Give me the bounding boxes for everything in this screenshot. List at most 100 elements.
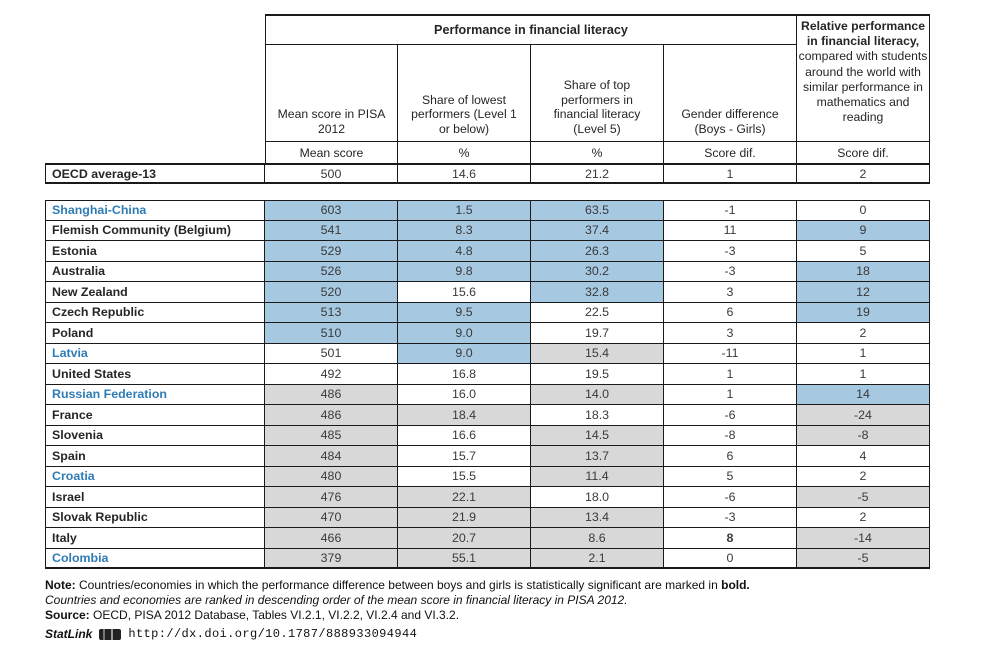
value-cell: 5 [797,241,930,262]
value-cell: 21.9 [398,507,531,528]
value-cell: -6 [664,487,797,508]
value-cell: -8 [797,425,930,446]
value-cell: -5 [797,487,930,508]
source-label: Source: [45,608,90,623]
value-cell: 466 [265,528,398,549]
row-country-label: Shanghai-China [45,200,265,221]
oecd-average-relative: 2 [797,163,930,184]
statlink-icon [99,628,122,640]
oecd-average-top: 21.2 [531,163,664,184]
value-cell: 19.5 [531,364,664,385]
value-cell: 4 [797,446,930,467]
ranking-note-line: Countries and economies are ranked in de… [45,593,628,608]
value-cell: 8.6 [531,528,664,549]
value-cell: -14 [797,528,930,549]
value-cell: 510 [265,323,398,344]
value-cell: 1.5 [398,200,531,221]
value-cell: 15.6 [398,282,531,303]
value-cell: 1 [664,384,797,405]
oecd-average-mean: 500 [265,163,398,184]
value-cell: 513 [265,302,398,323]
value-cell: 486 [265,405,398,426]
row-country-label: Russian Federation [45,384,265,405]
value-cell: 485 [265,425,398,446]
value-cell: 2 [797,323,930,344]
relative-performance-header-rest: compared with students around the world … [798,49,928,125]
row-country-label: United States [45,364,265,385]
value-cell: 13.7 [531,446,664,467]
value-cell: -3 [664,507,797,528]
spacer-row [45,184,930,200]
value-cell: 492 [265,364,398,385]
value-cell: 1 [797,364,930,385]
value-cell: -8 [664,425,797,446]
value-cell: 5 [664,466,797,487]
value-cell: 13.4 [531,507,664,528]
subheader-percent-top: % [531,142,664,163]
value-cell: 3 [664,282,797,303]
row-country-label: New Zealand [45,282,265,303]
figure-notes: Note: Countries/economies in which the p… [45,578,955,642]
row-country-label: Israel [45,487,265,508]
row-country-label: Australia [45,261,265,282]
results-table: Performance in financial literacy Relati… [45,14,930,569]
value-cell: 14.5 [531,425,664,446]
value-cell: 18.0 [531,487,664,508]
source-text: OECD, PISA 2012 Database, Tables VI.2.1,… [89,608,460,623]
performance-group-header: Performance in financial literacy [265,14,797,45]
value-cell: 8.3 [398,220,531,241]
value-cell: 470 [265,507,398,528]
value-cell: 6 [664,302,797,323]
oecd-average-label: OECD average-13 [45,163,265,184]
value-cell: 541 [265,220,398,241]
value-cell: 0 [664,548,797,569]
statlink-url[interactable]: http://dx.doi.org/10.1787/888933094944 [128,626,418,641]
value-cell: 14.0 [531,384,664,405]
value-cell: 520 [265,282,398,303]
table-header: Performance in financial literacy Relati… [45,14,930,184]
value-cell: 32.8 [531,282,664,303]
value-cell: 30.2 [531,261,664,282]
header-blank-cell [45,14,265,163]
value-cell: 55.1 [398,548,531,569]
value-cell: 18.3 [531,405,664,426]
statlink-line: StatLink http://dx.doi.org/10.1787/88893… [45,627,955,642]
oecd-average-lowest: 14.6 [398,163,531,184]
value-cell: 9 [797,220,930,241]
value-cell: 2.1 [531,548,664,569]
value-cell: 0 [797,200,930,221]
value-cell: 15.5 [398,466,531,487]
value-cell: 16.0 [398,384,531,405]
value-cell: 476 [265,487,398,508]
row-country-label: Estonia [45,241,265,262]
source-line: Source: OECD, PISA 2012 Database, Tables… [45,608,955,623]
value-cell: 9.0 [398,323,531,344]
subheader-percent-lowest: % [398,142,531,163]
row-country-label: Flemish Community (Belgium) [45,220,265,241]
value-cell: 63.5 [531,200,664,221]
value-cell: 379 [265,548,398,569]
value-cell: 16.6 [398,425,531,446]
value-cell: 3 [664,323,797,344]
value-cell: -3 [664,261,797,282]
value-cell: 1 [797,343,930,364]
column-header-gender-difference: Gender difference (Boys - Girls) [664,45,797,142]
value-cell: 9.8 [398,261,531,282]
value-cell: 8 [664,528,797,549]
note-label: Note: [45,578,76,592]
value-cell: 603 [265,200,398,221]
row-country-label: Spain [45,446,265,467]
value-cell: 501 [265,343,398,364]
value-cell: 9.5 [398,302,531,323]
value-cell: 12 [797,282,930,303]
relative-performance-header-bold: Relative performance in financial litera… [801,19,925,49]
value-cell: 526 [265,261,398,282]
value-cell: 20.7 [398,528,531,549]
value-cell: 22.1 [398,487,531,508]
row-country-label: Czech Republic [45,302,265,323]
value-cell: 480 [265,466,398,487]
value-cell: -5 [797,548,930,569]
value-cell: 11.4 [531,466,664,487]
value-cell: 4.8 [398,241,531,262]
value-cell: 19.7 [531,323,664,344]
